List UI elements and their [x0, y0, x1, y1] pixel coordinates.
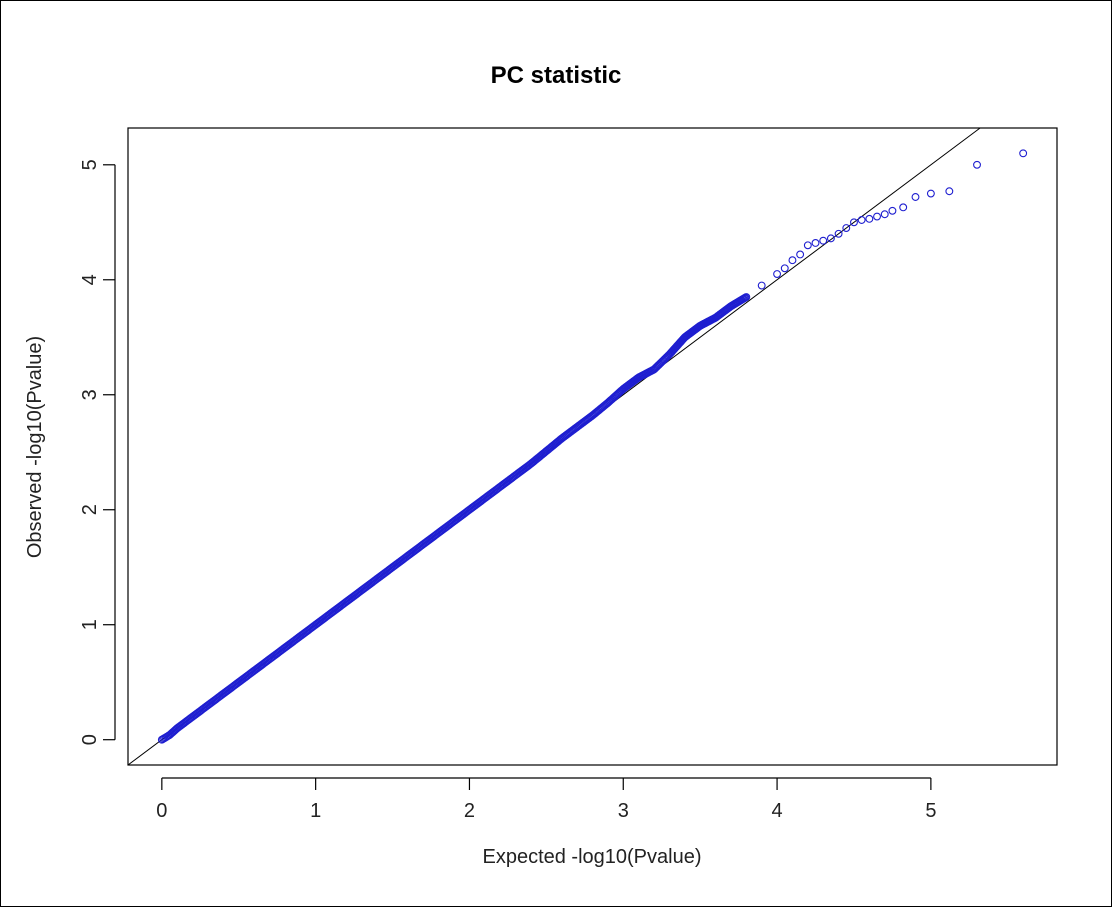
data-point	[788, 256, 797, 265]
y-tick-label: 0	[79, 734, 101, 745]
x-tick-label: 2	[464, 800, 475, 822]
data-point	[945, 187, 954, 196]
data-point	[773, 270, 782, 278]
data-point	[811, 239, 820, 247]
data-point	[1019, 149, 1028, 158]
data-point	[819, 236, 828, 245]
x-tick-label: 5	[925, 800, 936, 822]
y-tick-label: 4	[79, 274, 101, 285]
data-point	[757, 281, 766, 290]
data-point	[796, 250, 805, 259]
data-point	[842, 224, 851, 232]
y-tick-label: 2	[79, 504, 101, 515]
x-axis-label: Expected -log10(Pvalue)	[482, 846, 701, 868]
y-axis: 0 1 2 3 4 5	[79, 159, 116, 745]
data-point	[873, 212, 881, 221]
data-point	[834, 229, 843, 238]
data-point	[926, 189, 935, 198]
data-point	[899, 203, 908, 212]
data-point	[880, 210, 889, 219]
x-tick-label: 0	[156, 800, 167, 822]
data-point	[911, 193, 920, 201]
data-point	[826, 234, 835, 243]
plot-frame	[127, 127, 1058, 766]
chart-title: PC statistic	[491, 62, 622, 89]
x-tick-label: 1	[310, 800, 321, 822]
x-tick-label: 4	[772, 800, 783, 822]
x-axis: 0 1 2 3 4 5	[156, 777, 936, 822]
data-point	[780, 264, 789, 273]
x-tick-label: 3	[618, 800, 629, 822]
y-tick-label: 1	[79, 619, 101, 630]
data-point	[888, 206, 897, 215]
data-point	[865, 214, 874, 223]
data-point	[857, 216, 866, 224]
data-point	[742, 293, 751, 301]
data-point	[803, 241, 812, 250]
y-tick-label: 5	[79, 159, 101, 170]
data-point	[973, 160, 981, 169]
y-axis-label: Observed -log10(Pvalue)	[24, 336, 46, 558]
y-tick-label: 3	[79, 389, 101, 400]
data-points	[157, 149, 1028, 744]
data-point	[850, 218, 858, 227]
